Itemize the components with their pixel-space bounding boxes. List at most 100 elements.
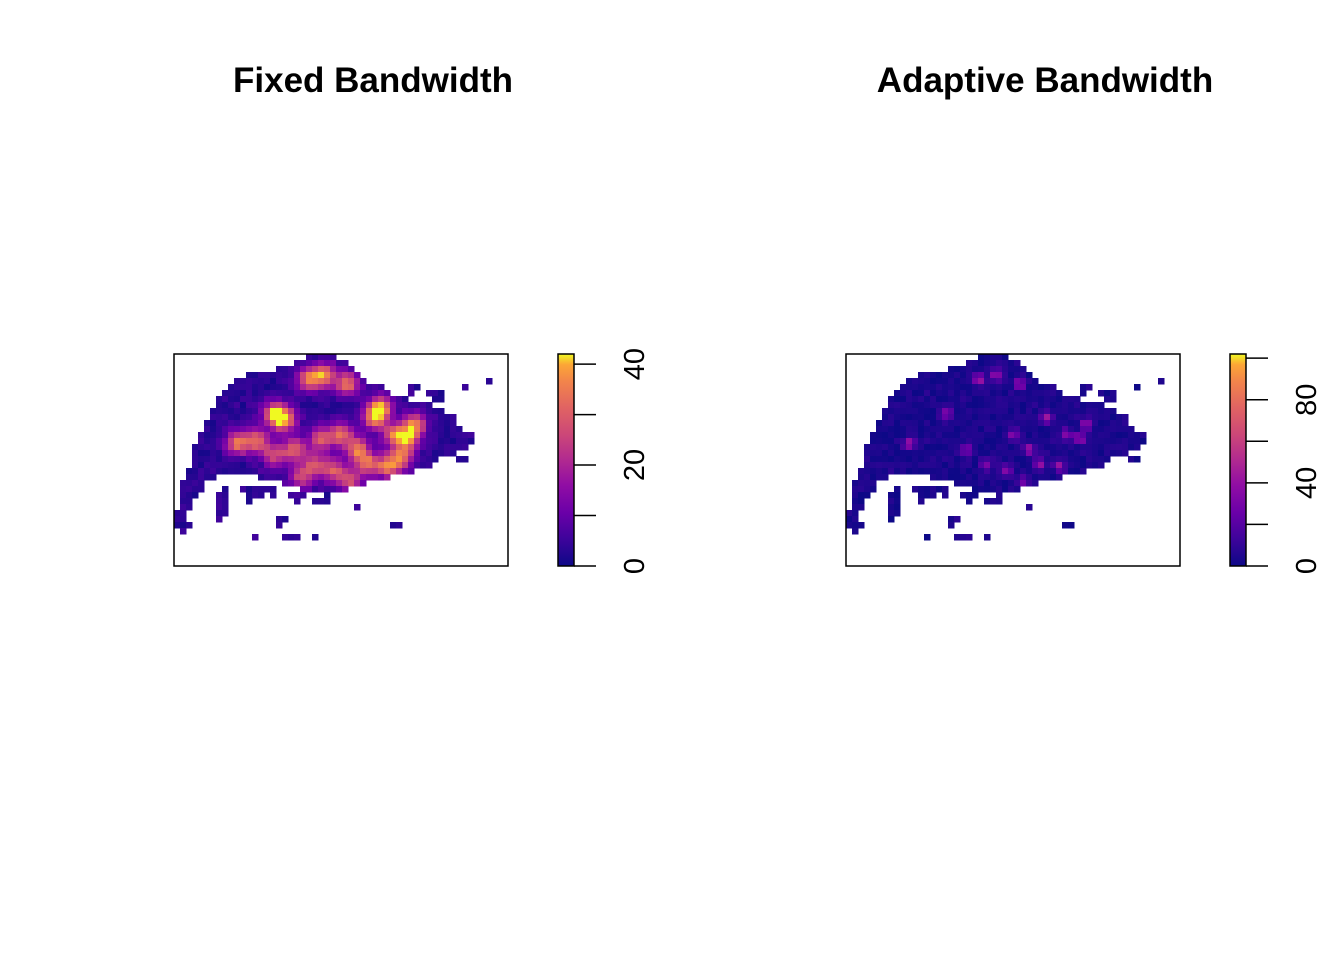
raster-cell — [852, 504, 859, 511]
raster-cell — [276, 474, 283, 481]
raster-cell — [990, 480, 997, 487]
raster-cell — [294, 480, 301, 487]
raster-cell — [876, 450, 883, 457]
raster-cell — [1014, 390, 1021, 397]
raster-cell — [996, 366, 1003, 373]
map-area — [173, 353, 509, 567]
raster-cell — [276, 390, 283, 397]
raster-cell — [426, 414, 433, 421]
raster-cell — [1062, 432, 1069, 439]
raster-cell — [990, 420, 997, 427]
raster-cell — [1056, 414, 1063, 421]
raster-cell — [966, 480, 973, 487]
raster-cell — [252, 420, 259, 427]
raster-cell — [1080, 408, 1087, 415]
raster-cell — [348, 438, 355, 445]
raster-cell — [966, 450, 973, 457]
raster-cell — [1092, 402, 1099, 409]
raster-cell — [306, 468, 313, 475]
raster-cell — [936, 456, 943, 463]
raster-cell — [954, 438, 961, 445]
raster-cell — [264, 420, 271, 427]
raster-cell — [1002, 366, 1009, 373]
raster-cell — [894, 498, 901, 505]
raster-cell — [960, 480, 967, 487]
raster-cell — [1074, 438, 1081, 445]
raster-cell — [942, 396, 949, 403]
raster-cell — [330, 378, 337, 385]
raster-cell — [1110, 444, 1117, 451]
raster-cell — [288, 408, 295, 415]
raster-cell — [390, 444, 397, 451]
raster-cell — [1002, 354, 1009, 361]
raster-cell — [270, 462, 277, 469]
raster-cell — [372, 462, 379, 469]
raster-cell — [918, 468, 925, 475]
raster-cell — [978, 402, 985, 409]
raster-cell — [948, 372, 955, 379]
raster-cell — [462, 456, 469, 463]
raster-cell — [972, 438, 979, 445]
raster-cell — [306, 474, 313, 481]
raster-cell — [954, 384, 961, 391]
raster-cell — [246, 456, 253, 463]
raster-cell — [870, 444, 877, 451]
raster-cell — [876, 456, 883, 463]
raster-cell — [330, 468, 337, 475]
raster-cell — [1092, 450, 1099, 457]
raster-cell — [426, 408, 433, 415]
raster-cell — [1074, 456, 1081, 463]
raster-cell — [360, 402, 367, 409]
raster-cell — [1026, 372, 1033, 379]
raster-cell — [378, 438, 385, 445]
raster-cell — [912, 444, 919, 451]
raster-cell — [930, 456, 937, 463]
raster-cell — [1080, 450, 1087, 457]
raster-cell — [876, 462, 883, 469]
raster-cell — [210, 414, 217, 421]
raster-cell — [366, 384, 373, 391]
raster-cell — [216, 504, 223, 511]
raster-cell — [222, 462, 229, 469]
raster-cell — [930, 438, 937, 445]
raster-cell — [1086, 456, 1093, 463]
raster-cell — [354, 396, 361, 403]
raster-cell — [384, 426, 391, 433]
raster-cell — [1032, 438, 1039, 445]
raster-cell — [1080, 432, 1087, 439]
raster-cell — [378, 456, 385, 463]
raster-cell — [996, 408, 1003, 415]
raster-cell — [864, 444, 871, 451]
raster-cell — [270, 390, 277, 397]
raster-cell — [1020, 372, 1027, 379]
raster-cell — [942, 420, 949, 427]
raster-cell — [246, 444, 253, 451]
raster-cell — [1098, 432, 1105, 439]
raster-cell — [1050, 438, 1057, 445]
raster-cell — [300, 402, 307, 409]
colorbar-tick-label: 40 — [619, 348, 651, 380]
raster-cell — [306, 396, 313, 403]
raster-cell — [198, 444, 205, 451]
raster-cell — [1026, 402, 1033, 409]
raster-cell — [324, 402, 331, 409]
raster-cell — [288, 474, 295, 481]
raster-cell — [1122, 420, 1129, 427]
raster-cell — [918, 486, 925, 493]
raster-cell — [228, 444, 235, 451]
raster-cell — [1038, 444, 1045, 451]
raster-cell — [984, 396, 991, 403]
raster-cell — [438, 444, 445, 451]
raster-cell — [1002, 486, 1009, 493]
raster-cell — [330, 372, 337, 379]
raster-cell — [1050, 426, 1057, 433]
raster-cell — [1014, 366, 1021, 373]
raster-cell — [378, 462, 385, 469]
raster-cell — [288, 456, 295, 463]
raster-cell — [894, 438, 901, 445]
raster-cell — [312, 360, 319, 367]
raster-cell — [252, 438, 259, 445]
raster-cell — [1116, 438, 1123, 445]
raster-cell — [270, 486, 277, 493]
